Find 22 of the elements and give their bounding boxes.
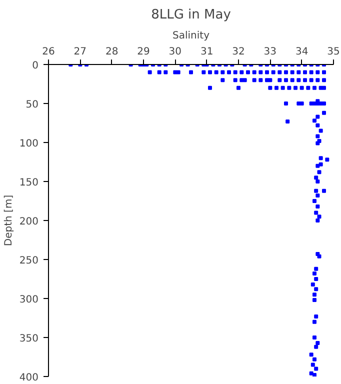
x-tick-label: 32: [232, 46, 245, 58]
x-axis-title: Salinity: [172, 30, 210, 42]
y-axis-title: Depth [m]: [3, 194, 14, 246]
x-tick-label: 35: [327, 46, 340, 58]
y-tick-label: 400: [19, 372, 39, 384]
y-tick-label: 300: [19, 294, 39, 306]
y-tick-label: 0: [32, 60, 39, 72]
x-tick-label: 29: [137, 46, 150, 58]
x-tick-label: 34: [295, 46, 308, 58]
x-tick-label: 33: [264, 46, 277, 58]
x-tick-label: 26: [42, 46, 55, 58]
x-tick-label: 27: [74, 46, 87, 58]
x-tick-label: 28: [105, 46, 118, 58]
x-tick-label: 31: [200, 46, 214, 58]
y-tick-label: 200: [19, 216, 39, 228]
y-tick-label: 150: [19, 178, 39, 188]
y-tick-label: 250: [19, 256, 39, 266]
y-tick-label: 50: [26, 100, 39, 110]
y-tick-label: 100: [19, 138, 39, 150]
x-tick-label: 30: [168, 46, 182, 58]
chart-title: 8LLG in May: [151, 8, 232, 22]
y-tick-label: 350: [19, 334, 39, 344]
